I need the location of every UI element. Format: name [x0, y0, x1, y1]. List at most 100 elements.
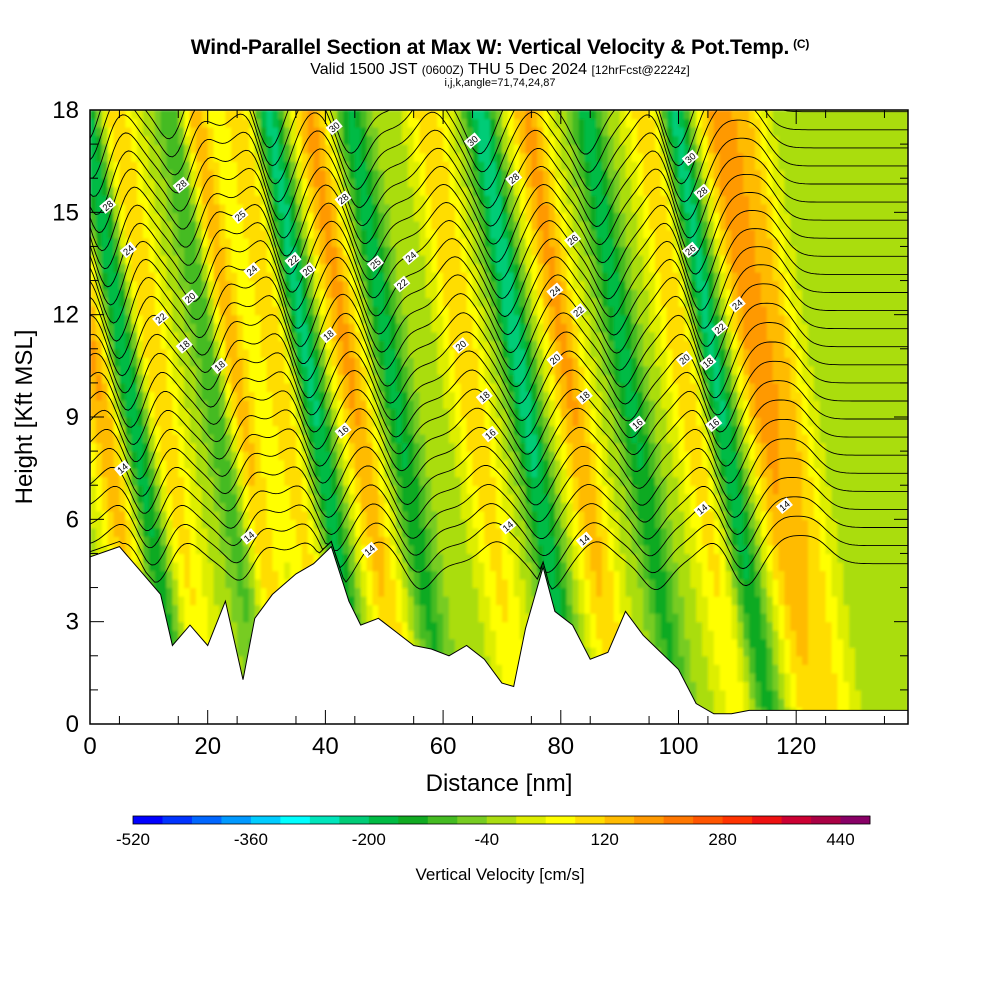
- velocity-cell: [784, 553, 791, 563]
- velocity-cell: [160, 587, 168, 597]
- velocity-cell: [778, 587, 786, 597]
- velocity-cell: [796, 459, 803, 469]
- velocity-cell: [154, 425, 162, 435]
- velocity-cell: [319, 519, 326, 529]
- velocity-cell: [778, 451, 786, 461]
- velocity-cell: [860, 613, 868, 623]
- velocity-cell: [243, 613, 250, 623]
- velocity-cell: [154, 502, 162, 512]
- velocity-cell: [813, 425, 821, 435]
- velocity-cell: [195, 459, 203, 469]
- velocity-cell: [154, 468, 162, 478]
- velocity-cell: [513, 468, 521, 478]
- velocity-cell: [796, 672, 803, 682]
- velocity-cell: [425, 587, 432, 597]
- velocity-cell: [631, 451, 638, 461]
- velocity-cell: [660, 553, 668, 563]
- velocity-cell: [637, 493, 644, 503]
- velocity-cell: [396, 442, 403, 452]
- velocity-cell: [219, 476, 226, 486]
- velocity-cell: [660, 579, 668, 589]
- velocity-cell: [425, 613, 432, 623]
- velocity-cell: [813, 689, 821, 700]
- velocity-cell: [107, 485, 115, 495]
- velocity-cell: [201, 579, 209, 589]
- velocity-cell: [843, 613, 850, 623]
- velocity-cell: [560, 579, 568, 589]
- velocity-cell: [437, 596, 444, 606]
- velocity-cell: [813, 417, 821, 427]
- velocity-cell: [378, 468, 385, 478]
- velocity-cell: [472, 579, 479, 589]
- velocity-cell: [448, 536, 456, 546]
- velocity-cell: [496, 647, 503, 657]
- velocity-cell: [690, 442, 697, 452]
- velocity-cell: [766, 544, 774, 555]
- velocity-cell: [696, 613, 703, 623]
- velocity-cell: [254, 502, 262, 512]
- velocity-cell: [719, 527, 727, 537]
- velocity-cell: [790, 613, 797, 623]
- velocity-cell: [472, 476, 479, 486]
- velocity-cell: [631, 485, 638, 495]
- velocity-cell: [466, 434, 474, 444]
- velocity-cell: [466, 459, 474, 469]
- velocity-cell: [696, 434, 703, 444]
- velocity-cell: [331, 519, 338, 529]
- velocity-cell: [125, 510, 132, 520]
- velocity-cell: [819, 613, 827, 623]
- velocity-cell: [396, 451, 403, 461]
- velocity-cell: [772, 425, 780, 435]
- velocity-cell: [590, 485, 597, 495]
- velocity-cell: [448, 527, 456, 537]
- velocity-cell: [325, 451, 332, 461]
- velocity-cell: [578, 417, 585, 427]
- velocity-cell: [684, 647, 691, 657]
- velocity-cell: [237, 417, 244, 427]
- velocity-cell: [243, 647, 250, 657]
- velocity-cell: [731, 425, 738, 435]
- velocity-cell: [478, 579, 485, 589]
- velocity-cell: [855, 451, 862, 461]
- velocity-cell: [496, 536, 503, 546]
- velocity-cell: [248, 434, 256, 444]
- velocity-cell: [190, 485, 197, 495]
- velocity-cell: [719, 579, 727, 589]
- velocity-cell: [354, 459, 362, 469]
- velocity-cell: [437, 647, 444, 657]
- velocity-cell: [478, 527, 485, 537]
- velocity-cell: [366, 434, 374, 444]
- velocity-cell: [584, 468, 591, 478]
- velocity-cell: [637, 451, 644, 461]
- velocity-cell: [743, 613, 750, 623]
- velocity-cell: [501, 553, 509, 563]
- velocity-cell: [454, 468, 462, 478]
- velocity-cell: [796, 417, 803, 427]
- velocity-cell: [902, 613, 908, 623]
- velocity-cell: [190, 579, 197, 589]
- velocity-cell: [884, 476, 891, 486]
- velocity-cell: [849, 476, 856, 486]
- velocity-cell: [431, 536, 438, 546]
- velocity-cell: [802, 561, 809, 572]
- velocity-cell: [819, 570, 827, 580]
- velocity-cell: [825, 681, 833, 691]
- velocity-cell: [855, 672, 862, 682]
- velocity-cell: [531, 519, 538, 529]
- velocity-cell: [190, 442, 197, 452]
- velocity-cell: [601, 647, 609, 657]
- velocity-cell: [407, 544, 415, 555]
- velocity-cell: [684, 451, 691, 461]
- velocity-cell: [731, 502, 738, 512]
- velocity-cell: [513, 493, 521, 503]
- velocity-cell: [195, 613, 203, 623]
- velocity-cell: [837, 459, 844, 469]
- velocity-cell: [731, 485, 738, 495]
- velocity-cell: [384, 451, 391, 461]
- velocity-cell: [860, 544, 868, 555]
- velocity-cell: [260, 561, 268, 572]
- velocity-cell: [778, 485, 786, 495]
- velocity-cell: [384, 596, 391, 606]
- velocity-cell: [607, 493, 615, 503]
- velocity-cell: [266, 434, 274, 444]
